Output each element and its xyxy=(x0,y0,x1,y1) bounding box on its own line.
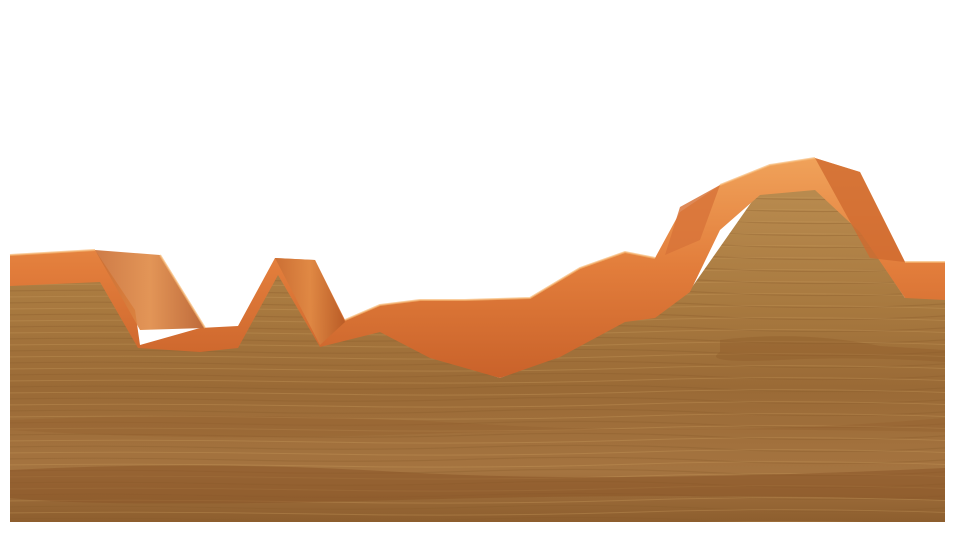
surface-layer xyxy=(10,158,945,378)
ridge-slope xyxy=(815,158,905,262)
cliff-wall-right xyxy=(665,185,720,255)
cliff-wall-mid xyxy=(275,258,345,345)
cliff-wall-left xyxy=(95,250,205,330)
soil-bands xyxy=(10,336,945,504)
surface-highlights xyxy=(9,157,945,329)
